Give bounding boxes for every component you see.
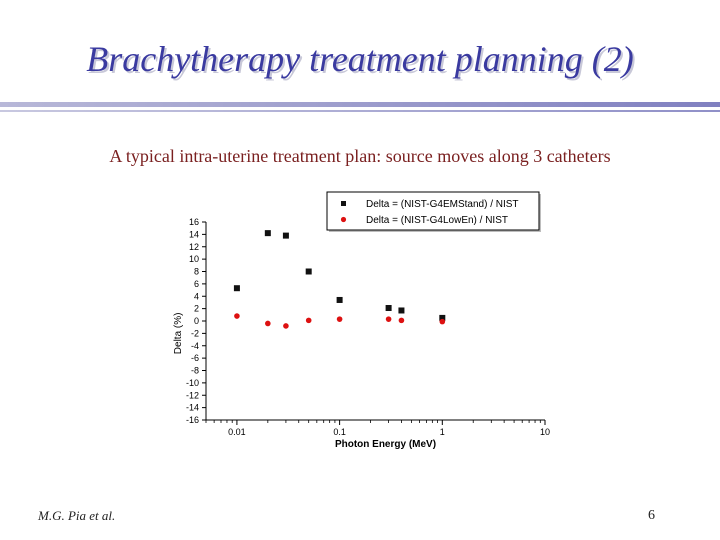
data-point-circle <box>234 313 240 319</box>
data-point-circle <box>265 320 271 327</box>
y-tick-label: 12 <box>189 242 199 252</box>
y-tick-label: -6 <box>191 353 199 363</box>
y-tick-label: -10 <box>186 378 199 388</box>
slide-subtitle: A typical intra-uterine treatment plan: … <box>109 146 611 166</box>
data-point-circle <box>305 317 312 324</box>
data-point-circle <box>336 316 343 322</box>
y-tick-label: 10 <box>189 254 199 264</box>
legend-label: Delta = (NIST-G4LowEn) / NIST <box>366 215 508 226</box>
y-tick-label: 6 <box>194 279 199 289</box>
y-tick-label: 4 <box>194 291 199 301</box>
legend-marker-circle <box>340 216 347 223</box>
data-point-square <box>385 305 392 312</box>
y-tick-label: -12 <box>186 390 199 400</box>
x-tick-label: 10 <box>540 427 550 437</box>
x-axis-title: Photon Energy (MeV) <box>335 439 436 450</box>
data-point-circle <box>283 323 289 329</box>
y-tick-label: -14 <box>186 403 199 413</box>
x-tick-label: 1 <box>440 427 445 437</box>
y-tick-label: -4 <box>191 341 199 351</box>
data-point-square <box>336 296 343 303</box>
legend-marker-square <box>341 201 346 206</box>
legend-box <box>326 191 540 231</box>
y-tick-label: 0 <box>194 316 199 326</box>
data-point-square <box>439 314 446 321</box>
data-point-square <box>264 230 271 237</box>
data-point-circle <box>398 317 405 324</box>
data-point-circle <box>385 316 392 322</box>
title-rule-thick <box>0 102 720 107</box>
y-tick-label: -8 <box>191 366 199 376</box>
x-tick-label: 0.1 <box>333 427 346 437</box>
y-tick-label: 16 <box>189 217 199 227</box>
footer-author: M.G. Pia et al. <box>38 508 116 523</box>
data-point-circle <box>439 318 446 325</box>
y-tick-label: -2 <box>191 328 199 338</box>
y-tick-label: 2 <box>194 304 199 314</box>
data-point-square <box>233 285 240 292</box>
delta-scatter-chart: 16 14 12 10 8 6 4 2 0 -2 -4 -6 -8 -10 -12 -14 -16 0.01 0.1… <box>173 191 550 450</box>
page-number: 6 <box>648 508 655 523</box>
data-point-square <box>305 268 312 275</box>
y-tick-label: 8 <box>194 267 199 277</box>
x-tick-label: 0.01 <box>228 427 246 437</box>
data-point-square <box>398 307 405 314</box>
legend-label: Delta = (NIST-G4EMStand) / NIST <box>366 199 519 210</box>
title-rule-thin <box>0 110 720 112</box>
data-point-square <box>282 232 289 239</box>
y-tick-label: -16 <box>186 415 199 425</box>
y-axis-title: Delta (%) <box>173 313 184 355</box>
y-tick-label: 14 <box>189 229 199 239</box>
slide-title: Brachytherapy treatment planning (2) <box>86 39 634 79</box>
